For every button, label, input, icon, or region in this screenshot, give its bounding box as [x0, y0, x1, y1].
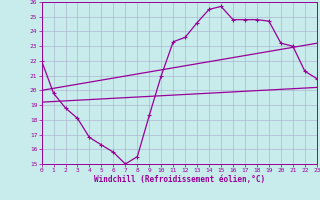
X-axis label: Windchill (Refroidissement éolien,°C): Windchill (Refroidissement éolien,°C): [94, 175, 265, 184]
